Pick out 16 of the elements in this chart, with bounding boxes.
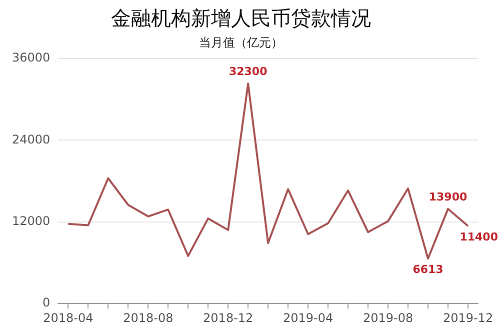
data-label: 13900 — [428, 190, 468, 204]
x-tick-label: 2019-04 — [283, 310, 334, 325]
y-tick-label: 12000 — [12, 214, 50, 228]
data-label: 11400 — [460, 230, 498, 244]
y-tick-label: 36000 — [12, 50, 50, 65]
x-tick-label: 2018-12 — [203, 310, 254, 325]
x-tick-label: 2019-08 — [362, 310, 414, 325]
x-tick-label: 2018-04 — [43, 310, 94, 325]
data-label: 32300 — [228, 64, 268, 78]
y-tick-label: 0 — [42, 296, 50, 310]
data-label: 6613 — [412, 262, 444, 276]
x-tick-label: 2018-08 — [123, 310, 174, 325]
y-tick-label: 24000 — [12, 132, 50, 146]
x-tick-label: 2019-12 — [442, 310, 494, 325]
chart-title: 金融机构新增人民币贷款情况 — [111, 6, 371, 30]
chart-subtitle: 当月值（亿元） — [199, 35, 283, 50]
